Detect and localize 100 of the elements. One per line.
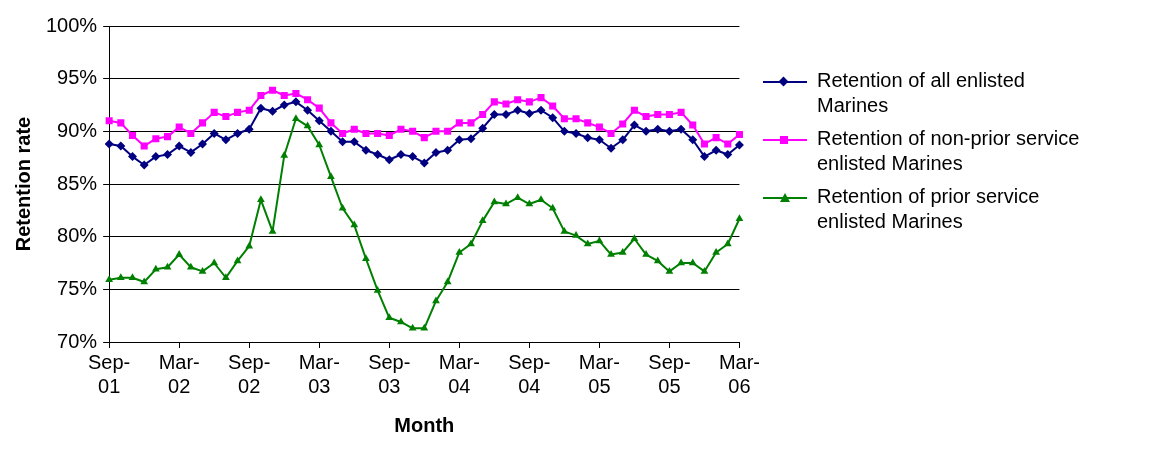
point bbox=[361, 145, 371, 155]
point bbox=[571, 128, 581, 138]
y-tick-label: 85% bbox=[57, 171, 98, 194]
point bbox=[291, 97, 301, 107]
point bbox=[373, 150, 383, 160]
point bbox=[525, 199, 534, 207]
point bbox=[595, 236, 604, 244]
point bbox=[116, 273, 125, 280]
point bbox=[431, 147, 441, 157]
x-tick-label: Mar-02 bbox=[158, 350, 200, 397]
point bbox=[560, 115, 568, 123]
point bbox=[502, 100, 510, 108]
y-axis-title: Retention rate bbox=[11, 116, 34, 252]
point bbox=[397, 125, 405, 133]
point bbox=[269, 86, 277, 94]
point bbox=[396, 150, 406, 160]
point bbox=[163, 262, 172, 270]
point bbox=[362, 254, 370, 262]
point bbox=[292, 114, 300, 121]
point bbox=[314, 116, 324, 126]
point bbox=[186, 147, 196, 157]
point bbox=[128, 152, 137, 162]
point bbox=[712, 134, 720, 142]
point bbox=[140, 277, 149, 285]
point bbox=[432, 127, 440, 135]
point bbox=[175, 250, 184, 257]
point bbox=[279, 100, 289, 110]
point bbox=[454, 135, 464, 145]
point bbox=[128, 132, 137, 140]
point bbox=[712, 247, 720, 255]
point bbox=[385, 132, 393, 140]
point bbox=[653, 124, 663, 134]
point bbox=[327, 172, 335, 179]
point bbox=[584, 119, 592, 127]
point bbox=[210, 108, 218, 116]
point bbox=[549, 102, 557, 110]
point bbox=[326, 126, 336, 136]
point bbox=[699, 152, 709, 162]
point bbox=[257, 91, 265, 100]
point bbox=[233, 128, 243, 138]
point bbox=[734, 140, 744, 150]
point bbox=[209, 128, 219, 138]
point bbox=[245, 106, 253, 114]
point bbox=[116, 141, 126, 151]
x-tick-label: Mar-04 bbox=[438, 350, 480, 397]
point bbox=[408, 323, 417, 331]
x-axis-title: Month bbox=[394, 413, 455, 436]
point bbox=[723, 150, 733, 160]
point bbox=[420, 323, 429, 331]
point bbox=[711, 145, 721, 155]
point bbox=[594, 135, 604, 145]
point bbox=[501, 109, 511, 119]
point bbox=[700, 266, 709, 274]
point bbox=[409, 127, 417, 135]
point bbox=[629, 120, 639, 130]
point bbox=[513, 105, 523, 115]
point bbox=[315, 140, 324, 148]
point bbox=[304, 96, 312, 104]
point bbox=[419, 158, 429, 168]
point bbox=[339, 129, 347, 137]
y-tick-label: 70% bbox=[57, 329, 98, 352]
point bbox=[222, 113, 230, 121]
point bbox=[174, 141, 184, 151]
point bbox=[537, 195, 545, 203]
point bbox=[689, 121, 697, 129]
x-tick-label: Sep-03 bbox=[368, 350, 411, 397]
point bbox=[397, 317, 405, 325]
point bbox=[735, 130, 743, 139]
point bbox=[513, 193, 522, 200]
point bbox=[524, 108, 534, 118]
y-tick-label: 75% bbox=[57, 276, 98, 299]
point bbox=[525, 98, 533, 106]
point bbox=[443, 145, 453, 155]
point bbox=[607, 250, 615, 257]
point bbox=[139, 160, 149, 170]
point bbox=[444, 127, 452, 135]
point bbox=[210, 258, 219, 266]
point bbox=[548, 113, 558, 123]
point bbox=[723, 239, 732, 247]
point bbox=[350, 125, 358, 133]
point bbox=[163, 150, 173, 160]
point bbox=[151, 264, 160, 272]
point bbox=[559, 126, 569, 136]
point bbox=[280, 151, 289, 158]
point bbox=[664, 126, 674, 136]
point bbox=[374, 129, 382, 137]
legend-label: Retention of prior service enlisted Marines bbox=[817, 184, 1041, 234]
point bbox=[490, 98, 498, 106]
point bbox=[618, 135, 628, 145]
point bbox=[420, 134, 428, 142]
point bbox=[234, 108, 242, 116]
point bbox=[256, 103, 266, 113]
point bbox=[665, 266, 674, 274]
point bbox=[560, 226, 569, 234]
point bbox=[455, 119, 463, 127]
point bbox=[665, 110, 673, 119]
point bbox=[688, 135, 698, 145]
point bbox=[244, 124, 254, 134]
point bbox=[502, 199, 510, 207]
point bbox=[117, 119, 125, 127]
